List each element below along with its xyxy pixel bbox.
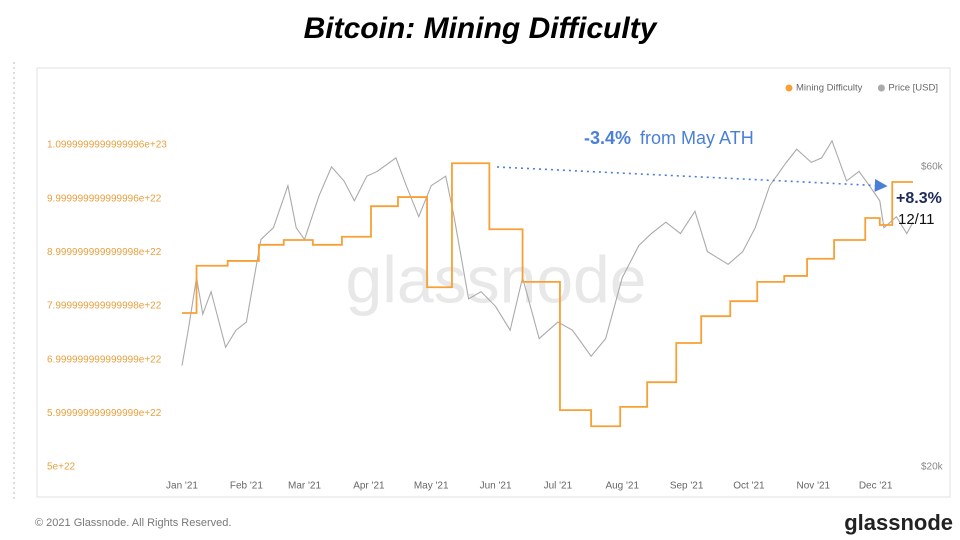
x-tick-label: Apr '21 [353,481,385,492]
y2-tick-label: $20k [921,462,944,473]
x-tick-label: Mar '21 [288,481,321,492]
annotation: -3.4% from May ATH [584,128,754,148]
y-tick-label: 8.999999999999998e+22 [47,247,162,258]
x-tick-label: Feb '21 [230,481,263,492]
plot: 5e+22 5.999999999999999e+22 6.999999999999… [47,83,944,492]
x-tick-label: Sep '21 [670,481,704,492]
y2-tick-label: $60k [921,162,944,173]
x-tick-label: Oct '21 [733,481,765,492]
watermark: glassnode [346,242,647,316]
x-tick-label: Jul '21 [544,481,573,492]
annotation-text: from May ATH [640,128,754,148]
y-tick-label: 5e+22 [47,462,76,473]
legend-label: Price [USD] [888,83,938,94]
footer: © 2021 Glassnode. All Rights Reserved. [35,517,231,529]
annotation-arrow [496,166,888,192]
annotation-bold: -3.4% [584,128,631,148]
x-tick-label: Dec '21 [859,481,893,492]
x-tick-label: May '21 [414,481,449,492]
y-tick-label: 6.999999999999999e+22 [47,354,162,365]
chart-frame [36,67,951,498]
legend-swatch [785,84,793,92]
legend-label: Mining Difficulty [796,83,863,94]
latest-change: +8.3% [896,190,942,207]
y-tick-label: 9.999999999999996e+22 [47,193,162,204]
latest-date: 12/11 [898,211,934,228]
chart-title: Bitcoin: Mining Difficulty [304,12,658,45]
x-tick-label: Jan '21 [166,481,198,492]
x-tick-label: Jun '21 [480,481,512,492]
logo: glassnode [844,510,953,535]
x-tick-label: Aug '21 [605,481,639,492]
series-line [182,162,913,428]
legend-swatch [877,84,885,92]
y-tick-label: 7.999999999999998e+22 [47,301,162,312]
y-tick-label: 5.999999999999999e+22 [47,408,162,419]
x-tick-label: Nov '21 [797,481,831,492]
y-tick-label: 1.0999999999999996e+23 [47,140,167,151]
